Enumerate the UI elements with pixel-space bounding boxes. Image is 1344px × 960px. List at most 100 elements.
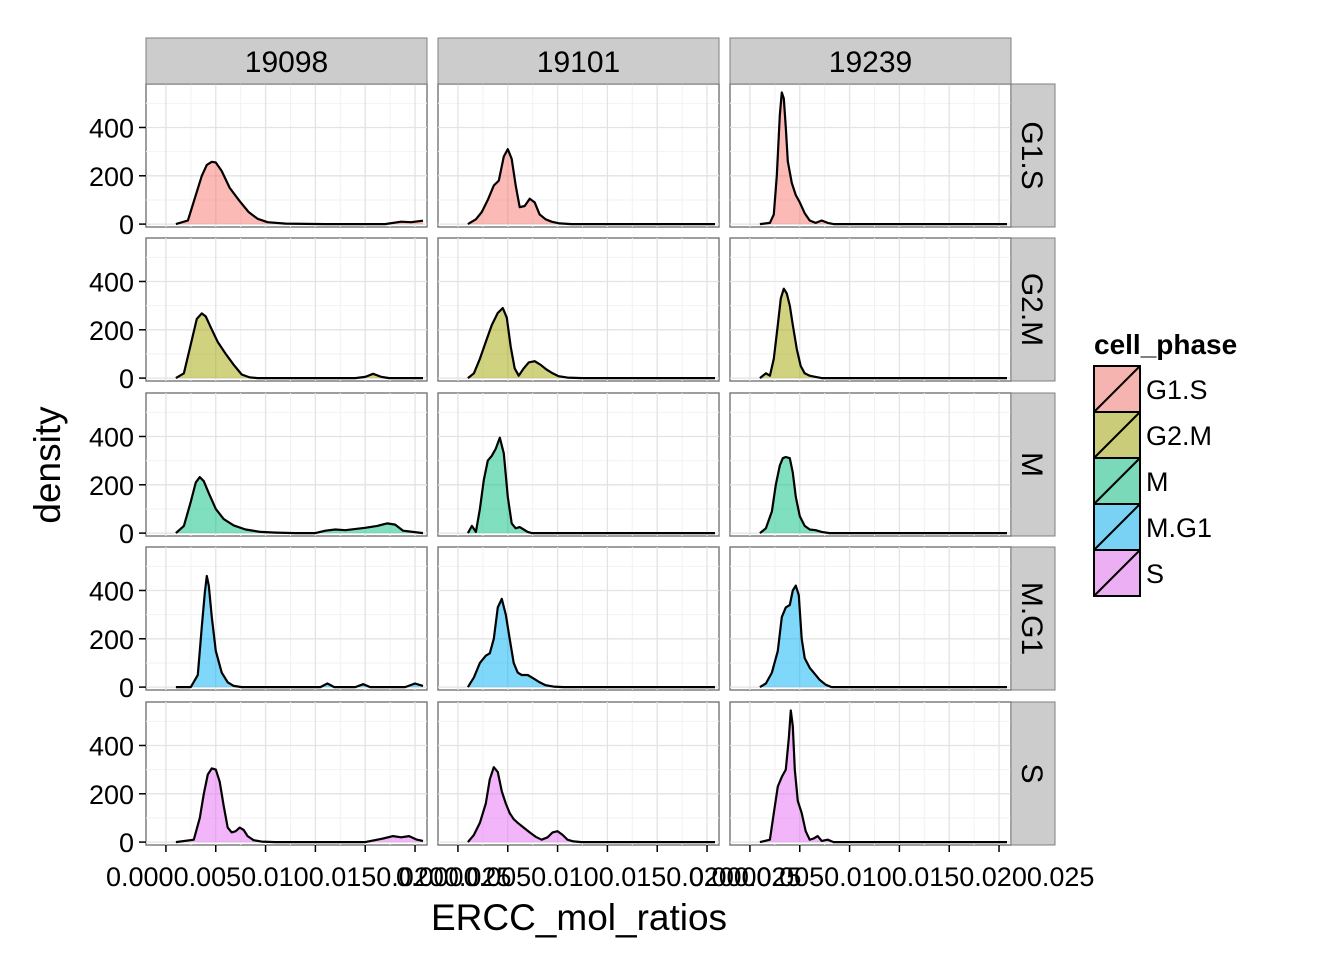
density-area-S: [759, 710, 1007, 843]
legend-item-M.G1: M.G1: [1093, 503, 1212, 551]
legend-label: G2.M: [1146, 421, 1212, 451]
density-line-M: [759, 455, 1007, 535]
facet-strips: 19098 19101 19239 G1.S G2.M M M.G1 S: [145, 37, 1056, 846]
panel-19098-G2.M: [145, 237, 428, 382]
panel-19239-G1.S: [729, 83, 1012, 228]
panel-19101-M: [437, 392, 720, 537]
x-tick-labels: 0.0000.0050.0100.0150.0200.025: [106, 862, 511, 892]
legend-title: cell_phase: [1094, 329, 1237, 360]
panel-19239-M: [729, 392, 1012, 537]
density-line-S: [759, 709, 1007, 844]
strip-right-M.G1: [1010, 546, 1056, 691]
legend-item-S: S: [1093, 549, 1164, 597]
panel-19239-G2.M: [729, 237, 1012, 382]
density-line-G1.S: [467, 148, 715, 226]
density-line-G1.S: [175, 160, 424, 226]
density-line-M.G1: [759, 584, 1007, 689]
legend-item-G1.S: G1.S: [1093, 365, 1208, 413]
panel-19098-G1.S: [145, 83, 428, 228]
y-tick-label: 200: [89, 780, 134, 810]
y-tick-label: 0: [119, 828, 134, 858]
strip-label-19239: 19239: [829, 46, 912, 79]
y-tick-label: 400: [89, 267, 134, 297]
panel-19098-M: [145, 392, 428, 537]
y-tick-label: 400: [89, 576, 134, 606]
panel-19101-S: [437, 701, 720, 846]
axes: 0 200 400 0 200 400 0 200 400 0 200 400 0 200 400 0.000…: [89, 113, 1094, 892]
panel-19101-M.G1: [437, 546, 720, 691]
y-tick-label: 400: [89, 731, 134, 761]
panel-19101-G1.S: [437, 83, 720, 228]
y-tick-label: 0: [119, 673, 134, 703]
density-line-S: [175, 767, 424, 844]
density-area-S: [175, 768, 423, 843]
strip-label-S: S: [1015, 763, 1048, 783]
panel-background: [729, 83, 1012, 228]
density-area-G2.M: [175, 313, 423, 379]
density-area-G1.S: [759, 92, 1007, 225]
legend-label: M.G1: [1146, 513, 1212, 543]
y-tick-label: 0: [119, 519, 134, 549]
density-line-S: [467, 766, 715, 844]
strip-right-M: [1010, 392, 1056, 537]
density-line-M.G1: [175, 574, 424, 689]
density-line-G2.M: [467, 307, 715, 380]
panel-background: [437, 83, 720, 228]
density-area-G2.M: [759, 288, 1007, 379]
y-tick-label: 0: [119, 210, 134, 240]
legend-item-M: M: [1093, 457, 1169, 505]
density-area-S: [467, 767, 715, 843]
density-area-G2.M: [467, 308, 715, 379]
panel-background: [145, 83, 428, 228]
density-line-M: [466, 436, 715, 535]
panel-19101-G2.M: [437, 237, 720, 382]
panel-background: [729, 392, 1012, 537]
y-tick-label: 200: [89, 471, 134, 501]
x-tick-labels: 0.0000.0050.0100.0150.0200.025: [396, 862, 801, 892]
density-line-M.G1: [466, 597, 715, 689]
density-area-M.G1: [175, 576, 423, 688]
panel-19098-M.G1: [145, 546, 428, 691]
density-area-M: [467, 437, 715, 534]
panel-background: [145, 546, 428, 691]
y-tick-label: 400: [89, 113, 134, 143]
y-tick-label: 200: [89, 625, 134, 655]
panel-background: [729, 237, 1012, 382]
density-area-M.G1: [467, 598, 715, 688]
legend-slash: [1093, 503, 1141, 551]
density-area-M.G1: [759, 585, 1007, 688]
density-line-M: [175, 476, 424, 535]
x-tick-labels: 0.0000.0050.0100.0150.0200.025: [689, 862, 1094, 892]
legend-label: M: [1146, 467, 1169, 497]
density-line-G1.S: [759, 91, 1007, 226]
legend-slash: [1093, 411, 1141, 459]
y-tick-label: 400: [89, 422, 134, 452]
panel-19239-M.G1: [729, 546, 1012, 691]
legend-label: S: [1146, 559, 1164, 589]
strip-right-S: [1010, 701, 1056, 846]
legend: cell_phase G1.S G2.M M M.G1 S: [1093, 329, 1237, 597]
strip-label-M: M: [1015, 452, 1048, 477]
legend-slash: [1093, 549, 1141, 597]
density-area-M: [759, 457, 1007, 534]
strip-label-G2.M: G2.M: [1015, 273, 1048, 346]
y-axis-title: density: [27, 406, 68, 524]
strip-top-19098: [145, 37, 428, 85]
legend-label: G1.S: [1146, 375, 1208, 405]
y-tick-label: 200: [89, 316, 134, 346]
strip-right-G1.S: [1010, 83, 1056, 228]
y-tick-label: 0: [119, 364, 134, 394]
y-tick-label: 200: [89, 162, 134, 192]
strip-label-19101: 19101: [537, 46, 620, 79]
strip-label-G1.S: G1.S: [1015, 121, 1048, 189]
legend-item-G2.M: G2.M: [1093, 411, 1212, 459]
panel-19098-S: [145, 701, 428, 846]
x-axis-title: ERCC_mol_ratios: [431, 897, 727, 938]
strip-right-G2.M: [1010, 237, 1056, 382]
facet-panels: [145, 83, 1012, 846]
panel-19239-S: [729, 701, 1012, 846]
legend-slash: [1093, 457, 1141, 505]
density-area-G1.S: [467, 149, 715, 225]
strip-label-M.G1: M.G1: [1015, 582, 1048, 655]
